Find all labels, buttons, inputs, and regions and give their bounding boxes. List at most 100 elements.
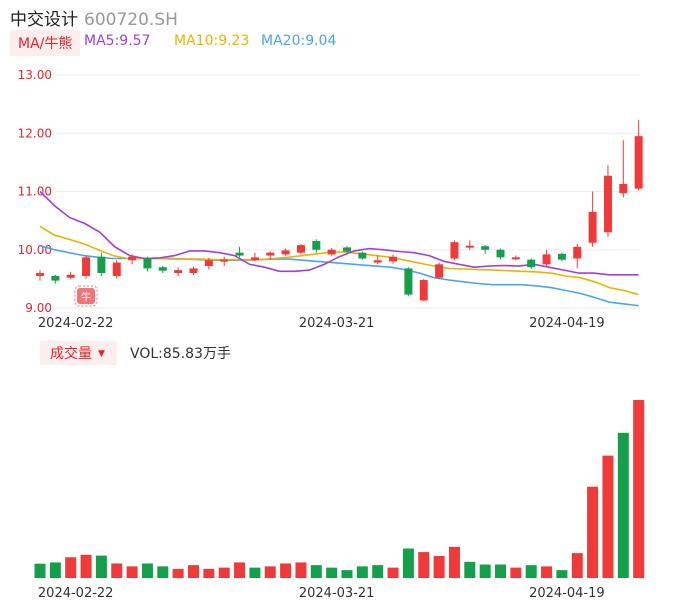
volume-bar bbox=[418, 552, 430, 578]
volume-bars bbox=[34, 400, 645, 578]
volume-bar bbox=[341, 570, 353, 578]
candle bbox=[204, 257, 213, 270]
candle-body bbox=[128, 256, 137, 261]
candle-body bbox=[281, 250, 290, 255]
candle bbox=[296, 243, 305, 255]
volume-bar bbox=[80, 554, 92, 578]
stock-name: 中交设计 bbox=[10, 10, 78, 30]
candle bbox=[220, 256, 229, 267]
volume-bar bbox=[556, 570, 568, 578]
caret-down-icon: ▼ bbox=[98, 349, 105, 359]
volume-date-tick-label: 2024-04-19 bbox=[529, 586, 605, 601]
volume-bar bbox=[218, 567, 230, 578]
volume-bar bbox=[65, 557, 77, 578]
volume-bar bbox=[525, 565, 537, 578]
volume-bar bbox=[433, 556, 445, 578]
candle-body bbox=[634, 136, 643, 189]
candle bbox=[189, 266, 198, 275]
stock-title: 中交设计 600720.SH bbox=[10, 5, 178, 30]
candle bbox=[266, 251, 275, 260]
candle-body bbox=[220, 259, 229, 262]
volume-value: VOL:85.83万手 bbox=[130, 346, 231, 362]
candle bbox=[51, 274, 60, 284]
candle bbox=[128, 254, 137, 265]
candle bbox=[343, 246, 351, 253]
volume-bar bbox=[633, 400, 645, 578]
candle bbox=[404, 267, 413, 297]
candle-body bbox=[435, 264, 444, 278]
stock-code: 600720.SH bbox=[84, 10, 178, 30]
candle bbox=[496, 248, 505, 260]
candle bbox=[603, 165, 612, 237]
ma5-line bbox=[39, 190, 639, 276]
volume-bar bbox=[448, 546, 460, 578]
candle bbox=[389, 254, 398, 264]
ma10-line bbox=[39, 225, 639, 296]
candle-body bbox=[511, 257, 520, 260]
moving-averages bbox=[39, 190, 639, 307]
bull-bear-icon[interactable]: 牛 bbox=[74, 285, 98, 307]
volume-bar bbox=[587, 486, 599, 578]
volume-bar bbox=[157, 566, 169, 578]
volume-bar bbox=[602, 455, 614, 578]
candle-body bbox=[66, 274, 75, 278]
volume-bar bbox=[188, 565, 199, 578]
volume-date-tick-label: 2024-03-21 bbox=[299, 586, 375, 601]
candle bbox=[450, 240, 459, 261]
candle bbox=[66, 271, 75, 280]
candle-body bbox=[343, 247, 351, 252]
candle-body bbox=[573, 246, 582, 259]
volume-bar bbox=[280, 563, 292, 578]
volume-indicator-selector[interactable]: 成交量 ▼ bbox=[40, 341, 117, 365]
volume-bar bbox=[234, 562, 246, 578]
candle bbox=[281, 248, 290, 256]
volume-date-axis: 2024-02-22 2024-03-21 2024-04-19 bbox=[38, 586, 605, 601]
volume-bar bbox=[326, 567, 338, 578]
candle-body bbox=[619, 183, 628, 194]
volume-bar bbox=[249, 567, 261, 578]
candle bbox=[358, 251, 367, 260]
candle-body bbox=[450, 242, 459, 259]
candle-body bbox=[465, 245, 474, 248]
candle-body bbox=[250, 257, 259, 261]
volume-bar bbox=[295, 562, 307, 578]
volume-bar bbox=[34, 563, 46, 578]
y-tick-label: 11.00 bbox=[18, 185, 52, 199]
volume-bar bbox=[617, 432, 629, 578]
candle-body bbox=[373, 260, 382, 263]
candle-body bbox=[266, 252, 275, 256]
candle bbox=[312, 239, 321, 253]
candle-body bbox=[204, 260, 213, 267]
price-axis: 13.00 12.00 11.00 10.00 9.00 bbox=[18, 68, 52, 315]
candle-body bbox=[557, 253, 566, 260]
volume-bar bbox=[479, 564, 491, 578]
candle-body bbox=[235, 252, 244, 256]
date-tick-label: 2024-04-19 bbox=[529, 316, 605, 331]
ma10-legend: MA10:9.23 bbox=[174, 33, 250, 49]
volume-bar bbox=[356, 566, 368, 578]
volume-bar bbox=[464, 561, 476, 578]
candle bbox=[573, 243, 582, 269]
volume-bar bbox=[387, 567, 399, 578]
candle bbox=[36, 270, 44, 281]
candle-body bbox=[158, 267, 167, 271]
candle bbox=[527, 258, 536, 269]
candle bbox=[327, 248, 336, 256]
candle-body bbox=[496, 249, 505, 258]
candle bbox=[419, 278, 428, 302]
candle-body bbox=[51, 275, 60, 281]
volume-bar bbox=[203, 568, 215, 578]
ma20-legend: MA20:9.04 bbox=[261, 33, 337, 49]
candle-body bbox=[189, 268, 198, 274]
candle-body bbox=[143, 258, 152, 269]
volume-bar bbox=[126, 566, 138, 578]
volume-bar bbox=[310, 565, 322, 578]
candle bbox=[250, 252, 259, 262]
candle-body bbox=[296, 245, 305, 253]
volume-bar bbox=[172, 568, 184, 578]
candle bbox=[588, 191, 597, 247]
candle-body bbox=[588, 211, 597, 243]
candle bbox=[373, 255, 382, 265]
ma-indicator-selector[interactable]: MA/牛熊 bbox=[10, 30, 81, 56]
